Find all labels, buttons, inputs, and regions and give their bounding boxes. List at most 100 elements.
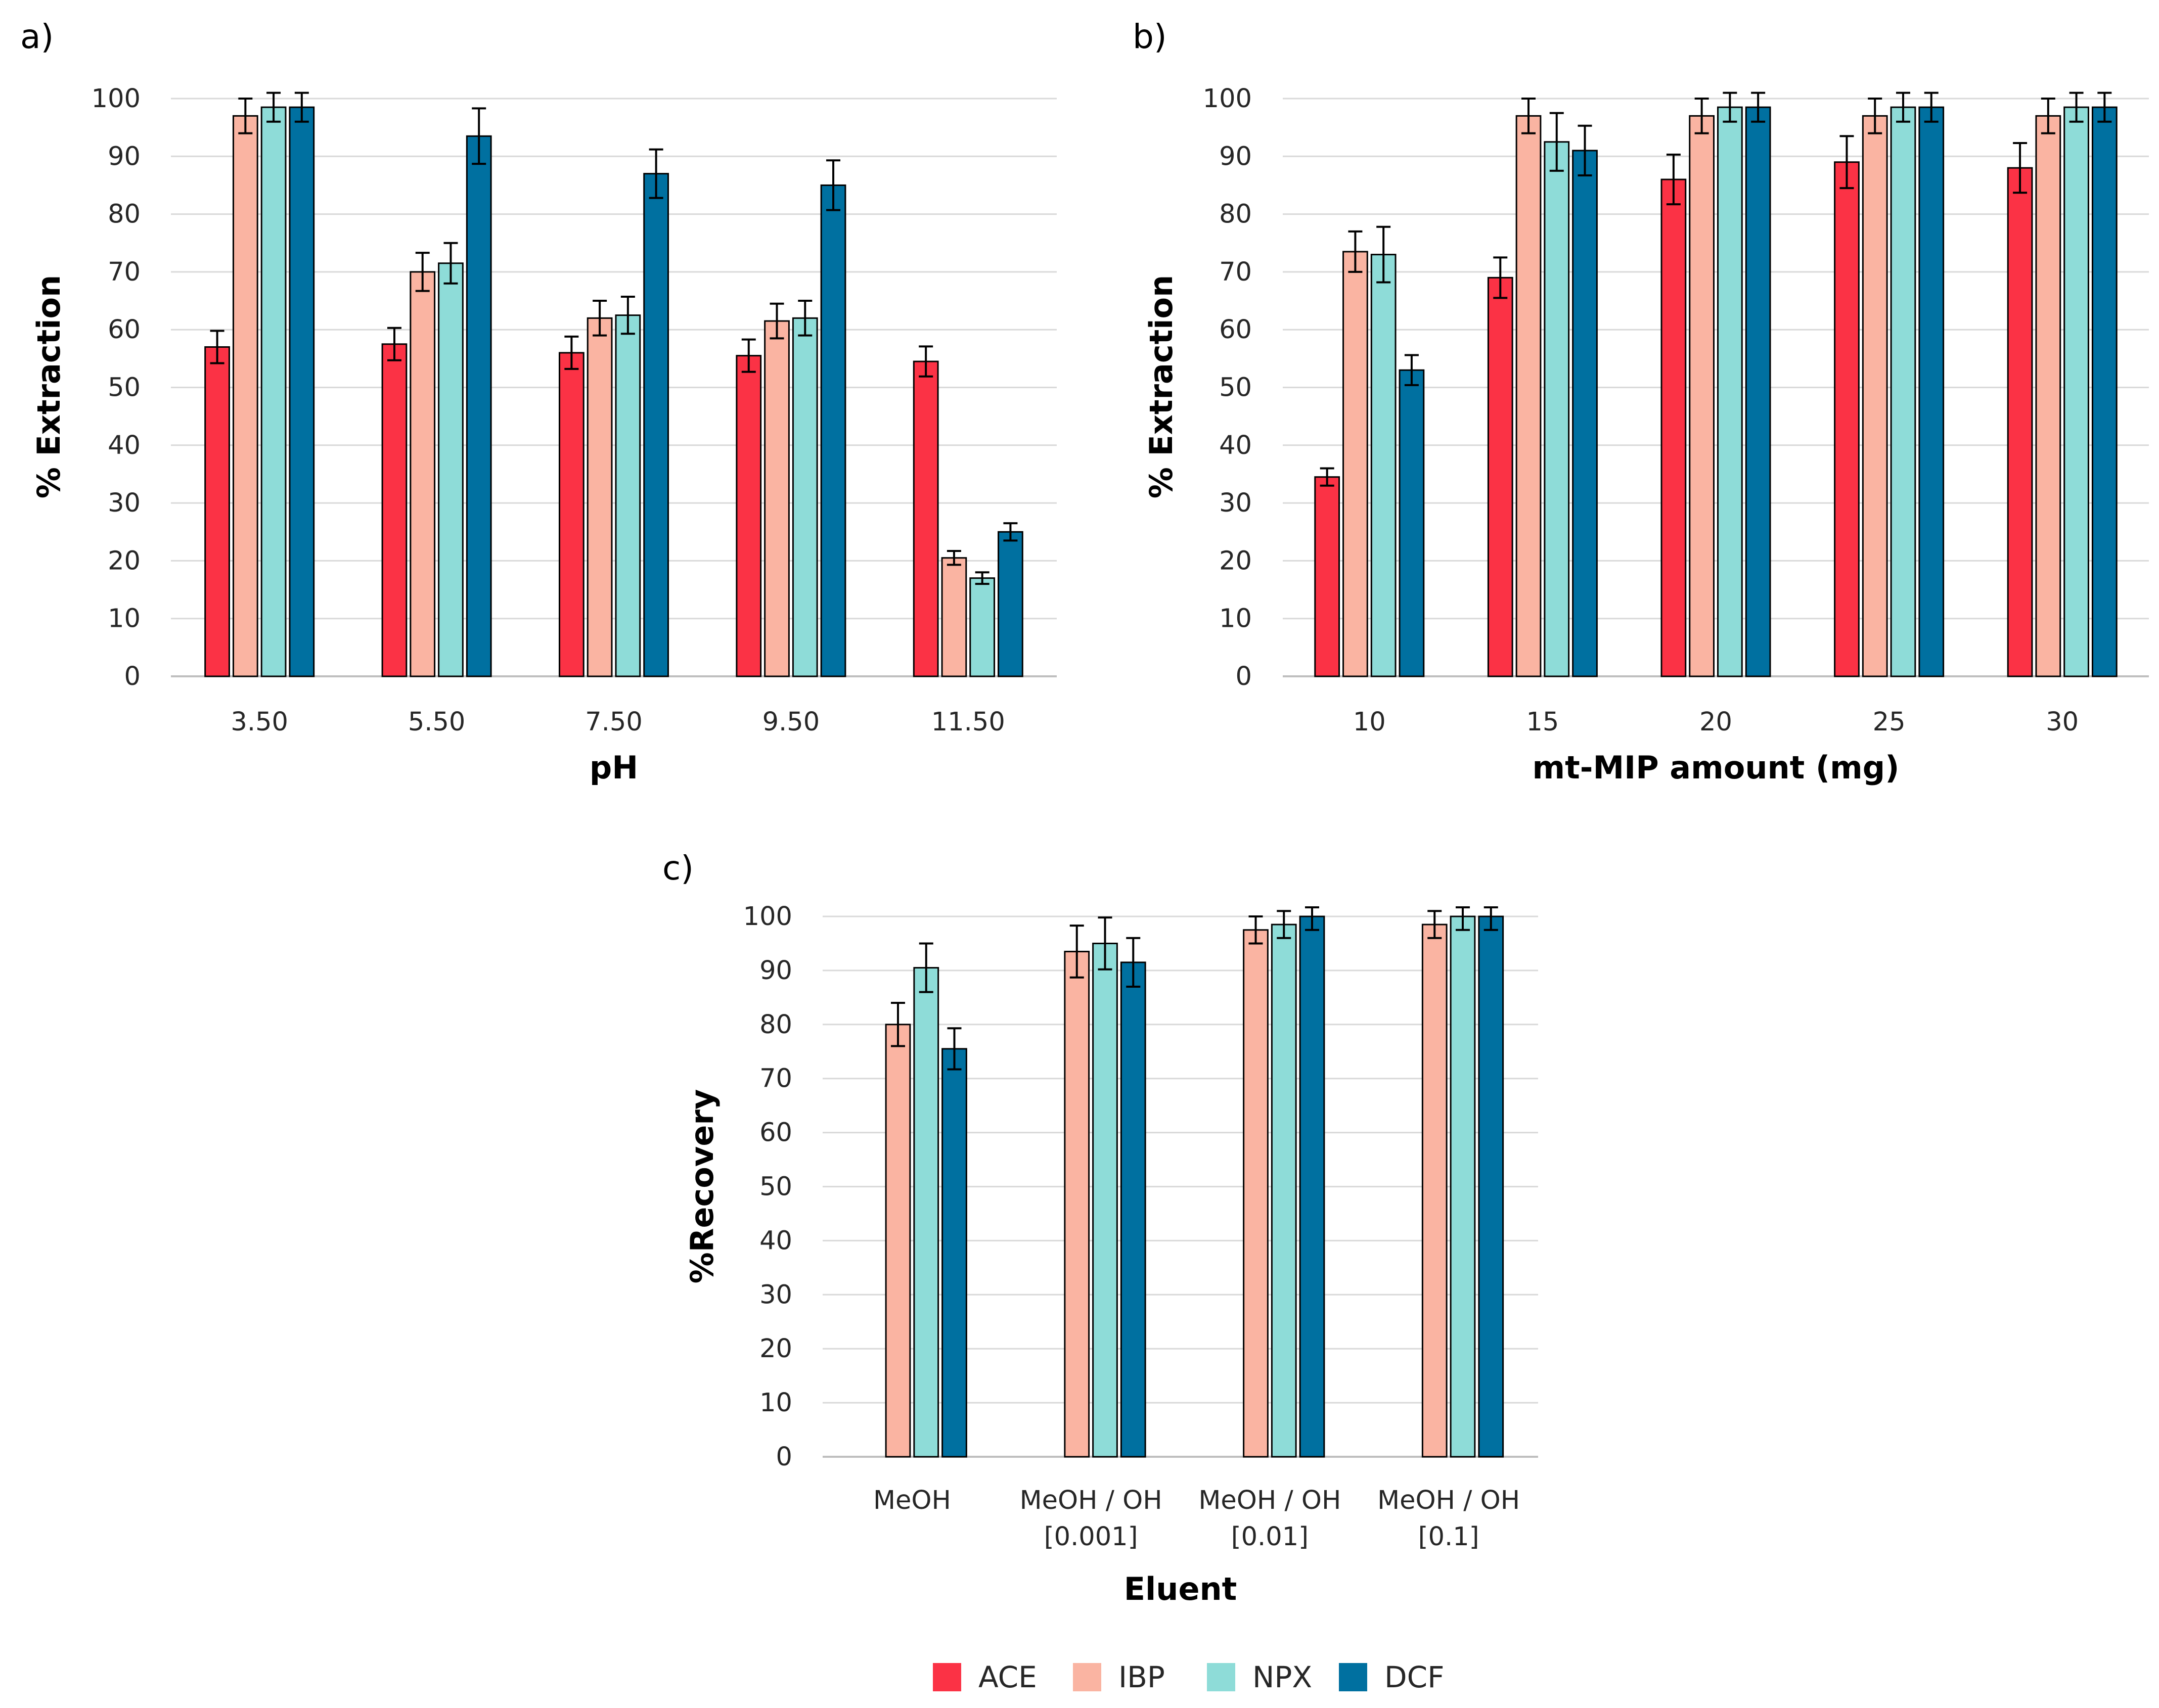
- error-bar-dcf: [1305, 906, 1319, 931]
- chart-panel-1: 0 10 20 30 40 50 60 70 80 90 100 3.50 5.50 7.50 9.50 11…: [20, 17, 1057, 786]
- y-tick-label: 10: [1219, 604, 1252, 634]
- error-bar-npx: [1549, 112, 1564, 172]
- error-bar-npx: [2069, 91, 2084, 123]
- x-tick-label: 11.50: [931, 707, 1005, 737]
- bar-npx: [1544, 141, 1570, 677]
- bar-ibp: [1862, 115, 1888, 677]
- y-tick-label: 100: [743, 902, 792, 932]
- y-tick-label: 100: [92, 84, 141, 114]
- bar-npx: [260, 106, 287, 677]
- y-tick-label: 40: [759, 1226, 792, 1256]
- y-tick-label: 70: [108, 257, 141, 287]
- error-bar-npx: [975, 571, 989, 585]
- legend-label: DCF: [1384, 1660, 1445, 1694]
- bar-npx: [913, 967, 939, 1458]
- error-bar-ace: [1666, 153, 1681, 206]
- y-tick-label: 80: [108, 200, 141, 229]
- error-bar-dcf: [826, 159, 841, 211]
- y-tick-label: 0: [776, 1442, 792, 1472]
- error-bar-npx: [1723, 91, 1737, 123]
- bar-ace: [1660, 178, 1687, 677]
- x-tick-label: MeOH / OH: [1198, 1486, 1341, 1515]
- bar-ibp: [2035, 115, 2061, 677]
- bar-ibp: [764, 320, 790, 677]
- error-bar-dcf: [1483, 906, 1498, 931]
- bar-ace: [1487, 276, 1513, 677]
- legend-swatch: [1073, 1663, 1101, 1691]
- panel-label: a): [20, 17, 54, 56]
- legend-label: IBP: [1118, 1660, 1165, 1694]
- error-bar-ace: [210, 330, 224, 364]
- error-bar-dcf: [649, 148, 663, 199]
- error-bar-ibp: [593, 300, 607, 337]
- y-tick-label: 10: [759, 1388, 792, 1418]
- bar-ibp: [1064, 950, 1090, 1458]
- error-bar-dcf: [1751, 91, 1766, 123]
- bar-ibp: [1243, 929, 1269, 1458]
- bar-ace: [736, 355, 762, 677]
- y-tick-label: 50: [108, 373, 141, 403]
- y-tick-label: 90: [759, 956, 792, 986]
- error-bar-ibp: [1069, 925, 1084, 979]
- x-tick-label: MeOH / OH: [1020, 1486, 1162, 1515]
- bar-ibp: [1515, 115, 1542, 677]
- error-bar-ibp: [1248, 915, 1263, 945]
- bar-npx: [438, 262, 464, 677]
- error-bar-ibp: [1427, 910, 1442, 939]
- y-tick-label: 80: [1219, 200, 1252, 229]
- bar-dcf: [941, 1048, 967, 1458]
- x-tick-label: 30: [2046, 707, 2079, 737]
- bar-dcf: [1478, 915, 1504, 1458]
- legend-swatch: [1207, 1663, 1235, 1691]
- y-tick-label: 30: [1219, 488, 1252, 518]
- bar-dcf: [998, 531, 1023, 677]
- error-bar-ace: [1839, 135, 1854, 190]
- y-tick-label: 50: [759, 1172, 792, 1202]
- error-bar-dcf: [1924, 91, 1939, 123]
- bar-ibp: [1342, 251, 1368, 677]
- y-axis-title: % Extraction: [1143, 275, 1180, 498]
- legend-swatch: [1339, 1663, 1367, 1691]
- bar-ibp: [232, 115, 258, 677]
- y-tick-label: 50: [1219, 373, 1252, 403]
- bar-dcf: [1120, 961, 1146, 1458]
- y-tick-label: 30: [108, 488, 141, 518]
- panel-label: b): [1133, 17, 1167, 56]
- error-bar-npx: [620, 296, 635, 335]
- error-bar-dcf: [2097, 91, 2112, 123]
- y-tick-label: 60: [1219, 315, 1252, 345]
- error-bar-ibp: [415, 252, 430, 292]
- y-tick-label: 100: [1203, 84, 1252, 114]
- x-tick-label: 25: [1873, 707, 1906, 737]
- legend-item-ace: ACE: [933, 1660, 1037, 1694]
- x-tick-label: 3.50: [231, 707, 288, 737]
- error-bar-dcf: [1126, 937, 1141, 988]
- legend: ACE IBP NPX DCF: [933, 1660, 1445, 1694]
- y-axis-title: % Extraction: [30, 275, 67, 498]
- x-tick-label: 5.50: [408, 707, 466, 737]
- error-bar-ibp: [891, 1002, 905, 1047]
- error-bar-npx: [1277, 910, 1291, 939]
- x-tick-label: MeOH: [873, 1486, 951, 1515]
- legend-item-ibp: IBP: [1073, 1660, 1165, 1694]
- error-bar-ace: [919, 345, 933, 378]
- x-tick-label: MeOH / OH: [1377, 1486, 1520, 1515]
- y-axis-title: %Recovery: [684, 1089, 721, 1284]
- error-bar-dcf: [1003, 522, 1018, 542]
- bar-dcf: [1918, 106, 1945, 677]
- bar-ace: [381, 343, 408, 677]
- bar-npx: [1092, 942, 1118, 1458]
- y-tick-label: 80: [759, 1010, 792, 1040]
- x-tick-label: [0.01]: [1231, 1522, 1309, 1552]
- error-bar-ibp: [1868, 98, 1882, 134]
- error-bar-npx: [798, 300, 813, 337]
- x-tick-label: 15: [1526, 707, 1559, 737]
- error-bar-dcf: [294, 91, 309, 123]
- y-tick-label: 0: [1236, 662, 1252, 691]
- bar-npx: [1890, 106, 1916, 677]
- error-bar-npx: [919, 942, 933, 993]
- y-tick-label: 90: [1219, 142, 1252, 171]
- error-bar-npx: [266, 91, 281, 123]
- x-axis-title: pH: [590, 749, 638, 786]
- chart-panel-2: 0 10 20 30 40 50 60 70 80 90 100 10 15 20 25 30 mt-MIP a…: [1133, 17, 2149, 786]
